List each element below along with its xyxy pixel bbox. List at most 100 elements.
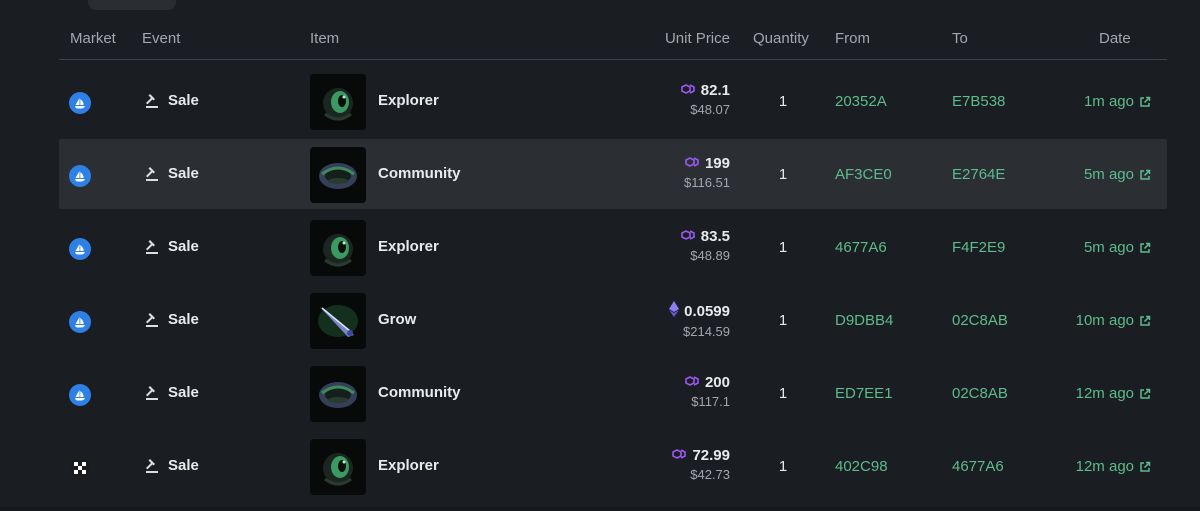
from-address[interactable]: ED7EE1 <box>835 385 893 402</box>
gavel-icon <box>146 458 158 473</box>
external-link-icon <box>1140 388 1151 399</box>
item-name[interactable]: Explorer <box>378 92 439 109</box>
event-cell: Sale <box>144 457 199 474</box>
table-header: Market Event Item Unit Price Quantity Fr… <box>59 26 1167 60</box>
gavel-icon <box>146 239 158 254</box>
date-label: 12m ago <box>1075 458 1134 475</box>
from-address[interactable]: AF3CE0 <box>835 166 892 183</box>
okx-icon[interactable] <box>71 459 89 477</box>
header-event: Event <box>142 30 181 47</box>
event-cell: Sale <box>144 165 199 182</box>
unit-price: 200 $117.1 <box>684 374 730 409</box>
opensea-icon[interactable] <box>69 92 91 114</box>
event-label: Sale <box>168 165 199 182</box>
unit-price: 82.1 $48.07 <box>680 82 730 117</box>
event-cell: Sale <box>144 311 199 328</box>
item-name[interactable]: Community <box>378 165 461 182</box>
to-address[interactable]: E7B538 <box>952 93 1006 110</box>
event-label: Sale <box>168 384 199 401</box>
date-link[interactable]: 10m ago <box>1076 312 1151 329</box>
polygon-icon <box>680 228 696 245</box>
from-address[interactable]: 402C98 <box>835 458 888 475</box>
header-from: From <box>835 30 870 47</box>
item-name[interactable]: Grow <box>378 311 417 328</box>
table-row[interactable]: Sale Explorer 83.5 $48.89 1 4677A6 F4F2E… <box>59 212 1167 282</box>
item-thumbnail[interactable] <box>310 366 366 422</box>
to-address[interactable]: F4F2E9 <box>952 239 1006 256</box>
table-row[interactable]: Sale Explorer 72.99 $42.73 1 402C98 4677… <box>59 431 1167 501</box>
event-label: Sale <box>168 92 199 109</box>
date-link[interactable]: 5m ago <box>1084 239 1151 256</box>
opensea-icon[interactable] <box>69 384 91 406</box>
unit-price: 72.99 $42.73 <box>671 447 730 482</box>
to-address[interactable]: 02C8AB <box>952 312 1008 329</box>
top-tab[interactable] <box>88 0 176 10</box>
date-label: 12m ago <box>1075 385 1134 402</box>
price-usd: $214.59 <box>683 324 730 339</box>
item-thumbnail[interactable] <box>310 220 366 276</box>
opensea-icon[interactable] <box>69 238 91 260</box>
date-link[interactable]: 1m ago <box>1084 93 1151 110</box>
price-value: 200 <box>704 374 730 391</box>
gavel-icon <box>146 166 158 181</box>
item-thumbnail[interactable] <box>310 439 366 495</box>
external-link-icon <box>1140 169 1151 180</box>
quantity: 1 <box>778 93 788 110</box>
item-thumbnail[interactable] <box>310 293 366 349</box>
date-link[interactable]: 12m ago <box>1076 458 1151 475</box>
price-value: 72.99 <box>692 447 730 464</box>
date-label: 5m ago <box>1083 239 1134 256</box>
price-usd: $42.73 <box>690 467 730 482</box>
item-thumbnail[interactable] <box>310 74 366 130</box>
price-value: 199 <box>704 155 730 172</box>
event-label: Sale <box>168 238 199 255</box>
quantity: 1 <box>778 312 788 329</box>
date-label: 5m ago <box>1083 166 1134 183</box>
ethereum-icon <box>669 301 680 321</box>
opensea-icon[interactable] <box>69 311 91 333</box>
item-name[interactable]: Explorer <box>378 238 439 255</box>
price-value: 0.0599 <box>684 302 730 320</box>
table-row[interactable]: Sale Community 200 $117.1 1 ED7EE1 02C8A… <box>59 358 1167 428</box>
header-to: To <box>952 30 968 47</box>
to-address[interactable]: 02C8AB <box>952 385 1008 402</box>
table-row[interactable]: Sale Community 199 $116.51 1 AF3CE0 E276… <box>59 139 1167 209</box>
unit-price: 83.5 $48.89 <box>680 228 730 263</box>
polygon-icon <box>671 447 687 464</box>
price-usd: $48.89 <box>690 248 730 263</box>
to-address[interactable]: E2764E <box>952 166 1006 183</box>
from-address[interactable]: 4677A6 <box>835 239 887 256</box>
quantity: 1 <box>778 458 788 475</box>
date-label: 10m ago <box>1075 312 1134 329</box>
header-unit-price: Unit Price <box>664 30 730 47</box>
item-name[interactable]: Community <box>378 384 461 401</box>
header-quantity: Quantity <box>753 30 809 47</box>
price-usd: $116.51 <box>683 175 730 190</box>
date-link[interactable]: 12m ago <box>1076 385 1151 402</box>
external-link-icon <box>1140 315 1151 326</box>
table-row[interactable]: Sale Explorer 82.1 $48.07 1 20352A E7B53… <box>59 66 1167 136</box>
opensea-icon[interactable] <box>69 165 91 187</box>
external-link-icon <box>1140 461 1151 472</box>
external-link-icon <box>1140 96 1151 107</box>
gavel-icon <box>146 312 158 327</box>
item-name[interactable]: Explorer <box>378 457 439 474</box>
header-market: Market <box>70 30 116 47</box>
page-bottom-edge <box>0 507 1200 511</box>
from-address[interactable]: 20352A <box>835 93 887 110</box>
event-label: Sale <box>168 311 199 328</box>
polygon-icon <box>684 155 700 172</box>
quantity: 1 <box>778 385 788 402</box>
table-row[interactable]: Sale Grow 0.0599 $214.59 1 D9DBB4 02C8AB… <box>59 285 1167 355</box>
quantity: 1 <box>778 166 788 183</box>
date-link[interactable]: 5m ago <box>1084 166 1151 183</box>
price-value: 82.1 <box>700 82 730 99</box>
price-value: 83.5 <box>700 228 730 245</box>
header-item: Item <box>310 30 340 47</box>
header-date: Date <box>1099 30 1131 47</box>
to-address[interactable]: 4677A6 <box>952 458 1004 475</box>
from-address[interactable]: D9DBB4 <box>835 312 894 329</box>
price-usd: $117.1 <box>691 394 730 409</box>
external-link-icon <box>1140 242 1151 253</box>
item-thumbnail[interactable] <box>310 147 366 203</box>
